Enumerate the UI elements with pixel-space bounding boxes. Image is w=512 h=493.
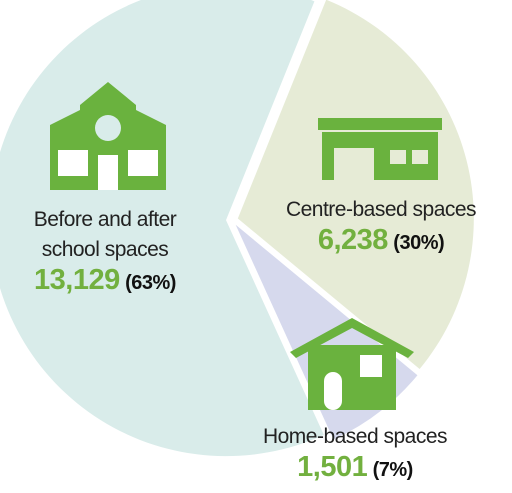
- share-label: (7%): [372, 459, 414, 481]
- value-row: 1,501 (7%): [220, 452, 490, 485]
- value-label: 13,129: [34, 264, 120, 296]
- category-label: Centre-based spaces: [285, 198, 477, 221]
- school-icon: [50, 82, 166, 190]
- home-icon: [290, 318, 414, 410]
- category-label: Home-based spaces: [262, 425, 448, 448]
- share-label: (63%): [125, 272, 176, 294]
- value-row: 6,238 (30%): [250, 225, 512, 258]
- pie-slice: [237, 0, 474, 370]
- value-label: 6,238: [317, 224, 389, 256]
- value-label: 1,501: [297, 451, 368, 483]
- centre-icon: [318, 118, 442, 180]
- label-group: Home-based spaces 1,501 (7%): [220, 422, 490, 485]
- share-label: (30%): [393, 232, 445, 254]
- label-group: Before and after school spaces 13,129 (6…: [0, 205, 210, 298]
- category-label: Before and after school spaces: [33, 208, 177, 261]
- label-group: Centre-based spaces 6,238 (30%): [250, 195, 512, 258]
- value-row: 13,129 (63%): [0, 265, 210, 298]
